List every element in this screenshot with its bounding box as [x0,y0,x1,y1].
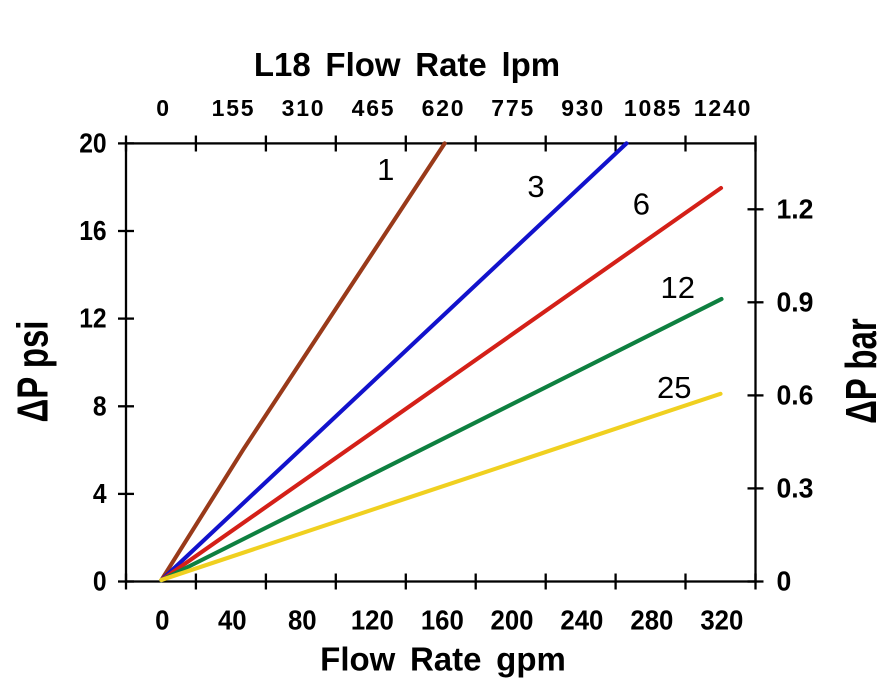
svg-text:12: 12 [79,302,106,334]
svg-text:620: 620 [422,95,466,121]
svg-text:280: 280 [630,605,673,636]
svg-text:1240: 1240 [694,95,752,121]
svg-text:1085: 1085 [624,95,682,121]
svg-text:0: 0 [93,565,107,597]
svg-text:20: 20 [79,127,106,159]
svg-text:80: 80 [288,605,317,636]
svg-text:465: 465 [352,95,396,121]
svg-text:1: 1 [377,152,394,187]
svg-text:0: 0 [156,95,171,121]
svg-text:320: 320 [700,605,743,636]
svg-text:L18 Flow Rate lpm: L18 Flow Rate lpm [254,46,560,83]
svg-text:0: 0 [777,565,792,597]
svg-text:25: 25 [657,370,691,405]
svg-text:775: 775 [491,95,535,121]
svg-text:200: 200 [491,605,534,636]
svg-text:1.2: 1.2 [777,193,814,225]
svg-text:12: 12 [661,270,695,305]
svg-text:ΔP psi: ΔP psi [9,321,58,423]
svg-text:930: 930 [561,95,605,121]
svg-text:160: 160 [421,605,464,636]
svg-text:310: 310 [282,95,326,121]
svg-text:0.6: 0.6 [777,379,814,411]
svg-text:ΔP bar: ΔP bar [838,318,884,424]
svg-text:155: 155 [212,95,256,121]
svg-text:40: 40 [218,605,247,636]
svg-text:3: 3 [527,169,544,204]
svg-text:8: 8 [93,390,107,422]
svg-text:0.9: 0.9 [777,286,814,318]
svg-text:16: 16 [79,215,106,247]
svg-text:240: 240 [560,605,603,636]
svg-text:Flow Rate gpm: Flow Rate gpm [320,641,566,678]
svg-text:6: 6 [633,187,650,222]
svg-text:120: 120 [351,605,394,636]
svg-text:0: 0 [155,605,169,636]
svg-text:0.3: 0.3 [777,472,814,504]
svg-text:4: 4 [93,477,107,509]
